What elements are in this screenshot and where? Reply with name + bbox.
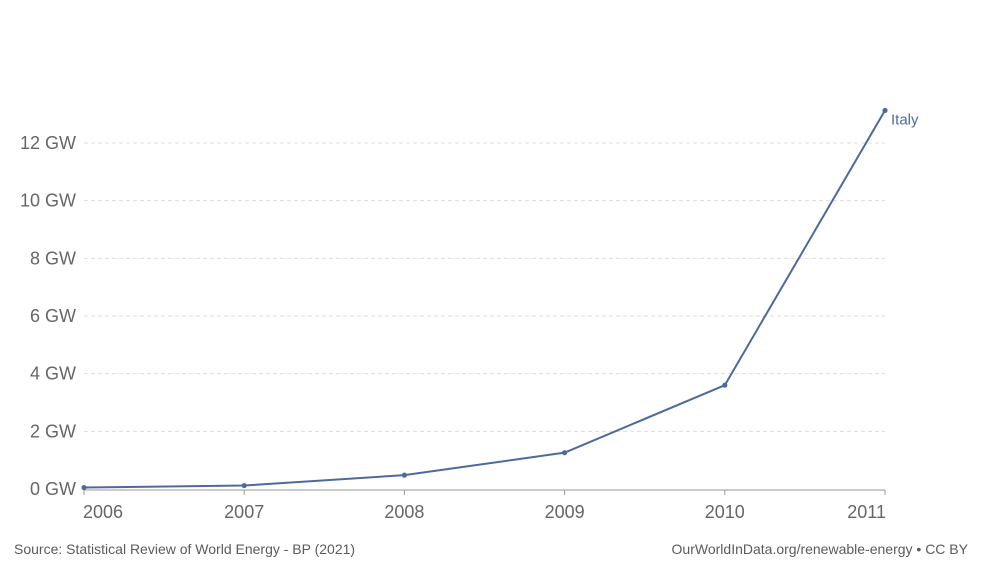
- y-tick-label: 10 GW: [20, 191, 76, 211]
- series-group: Italy: [81, 107, 919, 491]
- series-label: Italy: [891, 111, 919, 128]
- series-line: [83, 109, 886, 489]
- x-tick-label: 2007: [224, 502, 264, 522]
- y-tick-label: 8 GW: [30, 248, 76, 268]
- y-tick-label: 0 GW: [30, 479, 76, 499]
- data-point[interactable]: [81, 484, 87, 491]
- y-tick-label: 6 GW: [30, 306, 76, 326]
- y-tick-label: 2 GW: [30, 421, 76, 441]
- data-point[interactable]: [722, 382, 728, 388]
- x-tick-label: 2009: [545, 502, 585, 522]
- x-tick-label: 2011: [847, 502, 886, 522]
- y-tick-label: 4 GW: [30, 364, 76, 384]
- data-point[interactable]: [241, 482, 247, 489]
- gridlines: [84, 142, 885, 432]
- x-axis: 2006 2007 2008 2009 2010 2011: [83, 490, 886, 522]
- source-note: Source: Statistical Review of World Ener…: [14, 541, 356, 557]
- credit-link[interactable]: OurWorldInData.org/renewable-energy • CC…: [671, 541, 968, 557]
- x-tick-label: 2010: [705, 502, 745, 522]
- data-point[interactable]: [401, 472, 407, 478]
- data-point[interactable]: [882, 107, 888, 114]
- x-tick-label: 2006: [83, 502, 123, 522]
- data-point[interactable]: [562, 450, 568, 456]
- x-tick-label: 2008: [384, 502, 424, 522]
- y-axis: 0 GW 2 GW 4 GW 6 GW 8 GW 10 GW 12 GW: [20, 133, 76, 499]
- y-tick-label: 12 GW: [20, 133, 76, 153]
